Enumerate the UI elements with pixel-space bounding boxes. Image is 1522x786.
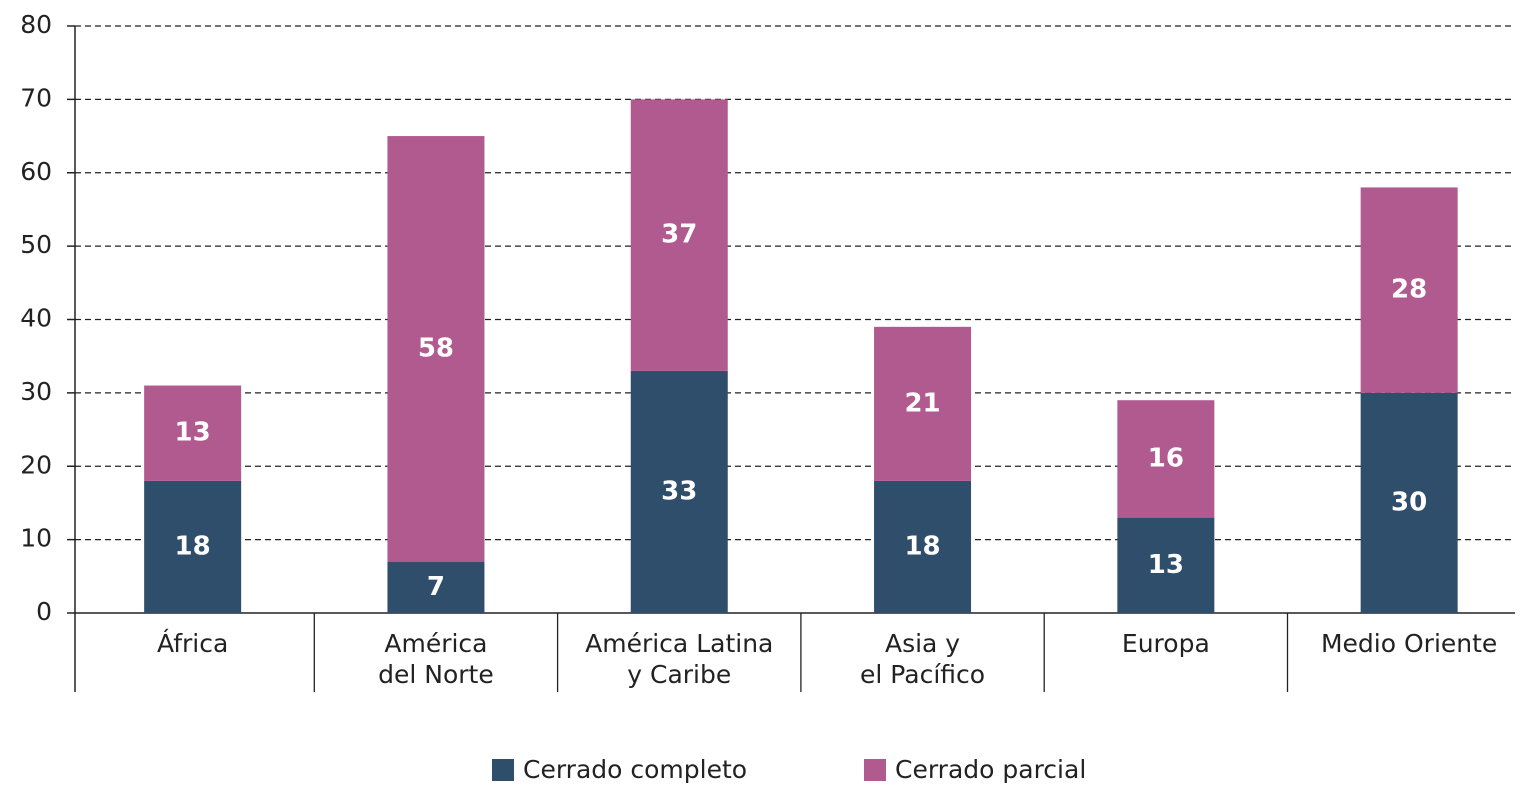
x-tick-label: Europa [1122, 629, 1210, 658]
x-tick-label: Asia y [885, 629, 960, 658]
x-tick-label: del Norte [378, 660, 494, 689]
legend-swatch [492, 759, 514, 781]
y-tick-label: 10 [20, 524, 52, 553]
bar-segment [387, 561, 485, 613]
bar-segment [1360, 392, 1458, 613]
bar-segment [630, 99, 728, 371]
data-label: 58 [418, 333, 454, 363]
y-tick-label: 50 [20, 230, 52, 259]
bar-segment [1117, 400, 1215, 518]
x-tick-label: África [157, 629, 228, 658]
bar-segment [1117, 517, 1215, 613]
x-tick-label: América Latina [585, 629, 773, 658]
data-label: 7 [427, 572, 445, 602]
data-label: 28 [1391, 275, 1427, 305]
y-tick-label: 30 [20, 377, 52, 406]
x-tick-label: Medio Oriente [1321, 629, 1497, 658]
x-tick-label: América [384, 629, 487, 658]
x-tick-label: y Caribe [627, 660, 731, 689]
bar-segment [874, 326, 972, 481]
y-tick-label: 0 [36, 597, 52, 626]
legend-label: Cerrado parcial [895, 755, 1086, 784]
bar-segment [387, 136, 485, 562]
y-tick-label: 80 [20, 10, 52, 39]
y-tick-label: 20 [20, 450, 52, 479]
legend-swatch [864, 759, 886, 781]
data-label: 21 [904, 388, 940, 418]
y-tick-label: 40 [20, 304, 52, 333]
y-tick-label: 70 [20, 83, 52, 112]
bar-segment [630, 370, 728, 613]
y-tick-label: 60 [20, 157, 52, 186]
data-label: 37 [661, 220, 697, 250]
x-tick-label: el Pacífico [860, 660, 985, 689]
data-label: 13 [175, 418, 211, 448]
data-label: 33 [661, 476, 697, 506]
data-label: 13 [1148, 550, 1184, 580]
data-label: 16 [1148, 443, 1184, 473]
bar-segment [144, 480, 242, 613]
data-label: 30 [1391, 487, 1427, 517]
data-label: 18 [904, 531, 940, 561]
legend-label: Cerrado completo [523, 755, 747, 784]
bar-segment [1360, 187, 1458, 393]
data-label: 18 [175, 531, 211, 561]
bar-segment [144, 385, 242, 481]
bar-segment [874, 480, 972, 613]
